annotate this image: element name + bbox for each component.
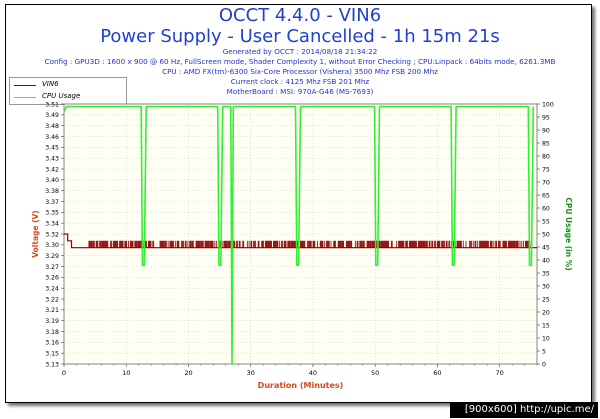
tick-label-x: 20 <box>184 369 192 377</box>
legend-swatch-cpu <box>14 97 36 98</box>
info-config: Config : GPU3D : 1600 x 900 @ 60 Hz, Ful… <box>44 57 556 66</box>
tick-label-left: 3.27 <box>45 264 59 271</box>
tick-label-right: 15 <box>542 322 550 329</box>
tick-label-left: 3.19 <box>45 318 59 325</box>
tick-label-x: 10 <box>122 369 130 377</box>
legend-item-cpu: CPU Usage <box>14 92 124 102</box>
tick-label-x: 60 <box>433 369 441 377</box>
tick-label-left: 3.48 <box>45 123 59 130</box>
tick-label-x: 30 <box>247 369 255 377</box>
tick-label-left: 3.49 <box>45 112 59 119</box>
tick-label-left: 3.46 <box>45 134 59 141</box>
tick-label-right: 55 <box>542 218 550 225</box>
tick-label-right: 40 <box>542 257 550 264</box>
tick-label-right: 35 <box>542 270 550 277</box>
tick-label-left: 3.35 <box>45 210 59 217</box>
tick-label-left: 3.15 <box>45 350 59 357</box>
tick-label-left: 3.30 <box>45 242 59 249</box>
legend-label-cpu: CPU Usage <box>42 92 81 100</box>
tick-label-right: 50 <box>542 231 550 238</box>
info-generated: Generated by OCCT : 2014/08/18 21:34:22 <box>222 47 378 56</box>
tick-label-right: 45 <box>542 244 550 251</box>
tick-label-x: 40 <box>309 369 317 377</box>
tick-label-left: 3.18 <box>45 329 59 336</box>
tick-label-left: 3.16 <box>45 340 59 347</box>
tick-label-left: 3.21 <box>45 307 59 314</box>
tick-label-left: 3.51 <box>45 101 59 108</box>
tick-label-x: 50 <box>371 369 379 377</box>
tick-label-right: 70 <box>542 179 550 186</box>
tick-label-right: 5 <box>542 348 546 355</box>
tick-label-right: 95 <box>542 114 550 121</box>
tick-label-left: 3.24 <box>45 285 59 292</box>
chart-subtitle: Power Supply - User Cancelled - 1h 15m 2… <box>100 26 500 47</box>
tick-label-left: 3.22 <box>45 296 59 303</box>
tick-label-right: 20 <box>542 309 550 316</box>
chart-legend: VIN6 CPU Usage <box>9 77 127 105</box>
x-axis-label: Duration (Minutes) <box>258 381 344 390</box>
tick-label-left: 3.38 <box>45 188 59 195</box>
tick-label-right: 0 <box>542 361 546 368</box>
tick-label-right: 25 <box>542 296 550 303</box>
tick-label-left: 3.42 <box>45 166 59 173</box>
chart-title: OCCT 4.4.0 - VIN6 <box>218 5 382 26</box>
tick-label-left: 3.37 <box>45 199 59 206</box>
series-line-cpu-usage <box>63 105 535 365</box>
y-axis-label-right: CPU Usage (in %) <box>564 197 573 270</box>
tick-label-x: 70 <box>496 369 504 377</box>
y-axis-label-left: Voltage (V) <box>31 210 40 258</box>
tick-label-right: 60 <box>542 205 550 212</box>
tick-label-right: 75 <box>542 166 550 173</box>
tick-label-left: 3.32 <box>45 231 59 238</box>
tick-label-right: 10 <box>542 335 550 342</box>
tick-label-left: 3.26 <box>45 275 59 282</box>
info-motherboard: MotherBoard : MSI: 970A-G46 (MS-7693) <box>226 87 374 96</box>
info-clock: Current clock : 4125 Mhz FSB 201 Mhz <box>230 77 370 86</box>
tick-label-right: 100 <box>542 101 554 108</box>
tick-label-left: 3.34 <box>45 220 59 227</box>
legend-swatch-vin6 <box>14 85 36 86</box>
tick-label-left: 3.43 <box>45 155 59 162</box>
tick-label-x: 0 <box>62 369 66 377</box>
legend-item-vin6: VIN6 <box>14 80 124 90</box>
tick-label-left: 3.29 <box>45 253 59 260</box>
tick-label-right: 30 <box>542 283 550 290</box>
tick-label-left: 3.45 <box>45 145 59 152</box>
tick-label-right: 80 <box>542 153 550 160</box>
tick-label-right: 65 <box>542 192 550 199</box>
tick-label-left: 3.13 <box>45 361 59 368</box>
info-cpu: CPU : AMD FX(tm)-6300 Six-Core Processor… <box>162 67 438 76</box>
tick-label-right: 85 <box>542 140 550 147</box>
watermark: [900x600] http://upic.me/ <box>450 402 598 418</box>
legend-label-vin6: VIN6 <box>42 80 59 88</box>
tick-label-left: 3.40 <box>45 177 59 184</box>
tick-label-right: 90 <box>542 127 550 134</box>
